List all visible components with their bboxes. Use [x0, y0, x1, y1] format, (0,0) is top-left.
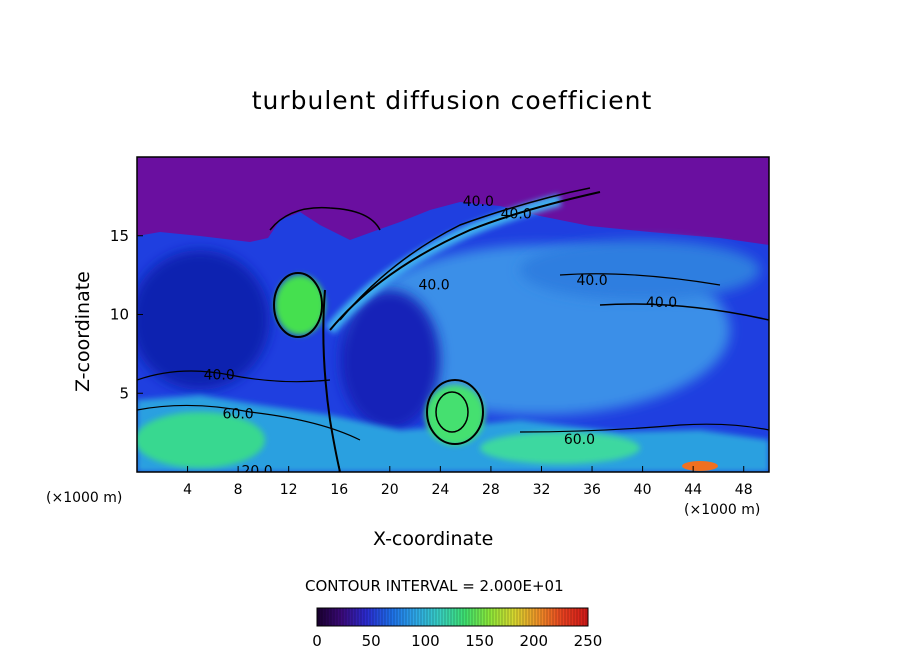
contour-label: 40.0	[418, 278, 449, 294]
colorbar-stripes	[318, 608, 587, 626]
field-lower-left-green	[137, 412, 265, 468]
x-axis-ticks: 4 8 12 16 20 24 28 32 36 40 44 48	[183, 466, 753, 498]
y-tick-label: 5	[119, 384, 129, 402]
contour-label: 40.0	[646, 295, 677, 311]
contour-line	[519, 423, 769, 433]
y-axis-ticks: 5 10 15	[110, 227, 143, 402]
colorbar: 0 50 100 150 200 250	[312, 607, 602, 650]
contour-label: 40.0	[463, 194, 494, 210]
contour-line	[599, 303, 769, 321]
colorbar-tick-label: 250	[574, 632, 603, 650]
x-tick-label: 12	[280, 482, 298, 498]
contour-line	[339, 187, 591, 321]
colorbar-gradient	[317, 608, 588, 626]
field-left-dark	[137, 250, 270, 390]
x-unit-label-left: (×1000 m)	[46, 490, 123, 506]
contour-line	[322, 289, 341, 472]
colorbar-tick-label: 50	[362, 632, 381, 650]
contour-line	[273, 272, 323, 338]
x-tick-label: 8	[234, 482, 243, 498]
y-tick-label: 10	[110, 306, 129, 324]
field-upper-layer	[137, 157, 769, 245]
contour-label: 60.0	[223, 407, 254, 423]
contour-interval-label: CONTOUR INTERVAL = 2.000E+01	[305, 577, 564, 595]
field-plume-green	[275, 275, 325, 335]
x-tick-label: 44	[684, 482, 702, 498]
field-center-dark	[340, 290, 440, 430]
contour-line	[329, 191, 601, 331]
contour-label: 60.0	[564, 432, 595, 448]
x-axis-label: X-coordinate	[373, 528, 494, 550]
colorbar-tick-label: 100	[411, 632, 440, 650]
contour-line	[269, 206, 381, 231]
x-tick-label: 48	[735, 482, 753, 498]
x-tick-label: 32	[533, 482, 551, 498]
colorbar-tick-label: 200	[519, 632, 548, 650]
field-mid-region-2	[520, 240, 760, 300]
x-tick-label: 40	[634, 482, 652, 498]
contour-line	[559, 273, 721, 286]
x-tick-label: 24	[431, 482, 449, 498]
contour-line	[137, 370, 331, 383]
contour-lines	[137, 187, 769, 472]
field-hotspot	[682, 461, 718, 471]
x-tick-label: 4	[183, 482, 192, 498]
contour-label: 40.0	[576, 273, 607, 289]
contour-labels: 40.0 40.0 40.0 40.0 40.0 40.0 60.0 60.0 20.0	[204, 194, 678, 479]
contour-line	[426, 379, 484, 445]
x-tick-label: 16	[330, 482, 348, 498]
contour-label: 40.0	[501, 207, 532, 223]
colorbar-tick-label: 150	[465, 632, 494, 650]
contour-label: 20.0	[241, 463, 272, 479]
contour-line	[435, 391, 469, 433]
y-tick-label: 15	[110, 227, 129, 245]
colorbar-ticks: 0 50 100 150 200 250	[312, 632, 602, 650]
heatmap-field: 40.0 40.0 40.0 40.0 40.0 40.0 60.0 60.0 20.0	[137, 157, 769, 479]
x-unit-label-right: (×1000 m)	[684, 502, 761, 518]
field-eddy-green	[425, 385, 485, 445]
chart-title: turbulent diffusion coefficient	[251, 86, 653, 115]
colorbar-tick-label: 0	[312, 632, 322, 650]
contour-line	[137, 404, 361, 441]
x-tick-label: 36	[583, 482, 601, 498]
x-tick-label: 20	[381, 482, 399, 498]
contour-label: 40.0	[204, 367, 235, 383]
x-tick-label: 28	[482, 482, 500, 498]
field-lower-right-green	[480, 432, 640, 464]
colorbar-frame	[316, 607, 589, 627]
